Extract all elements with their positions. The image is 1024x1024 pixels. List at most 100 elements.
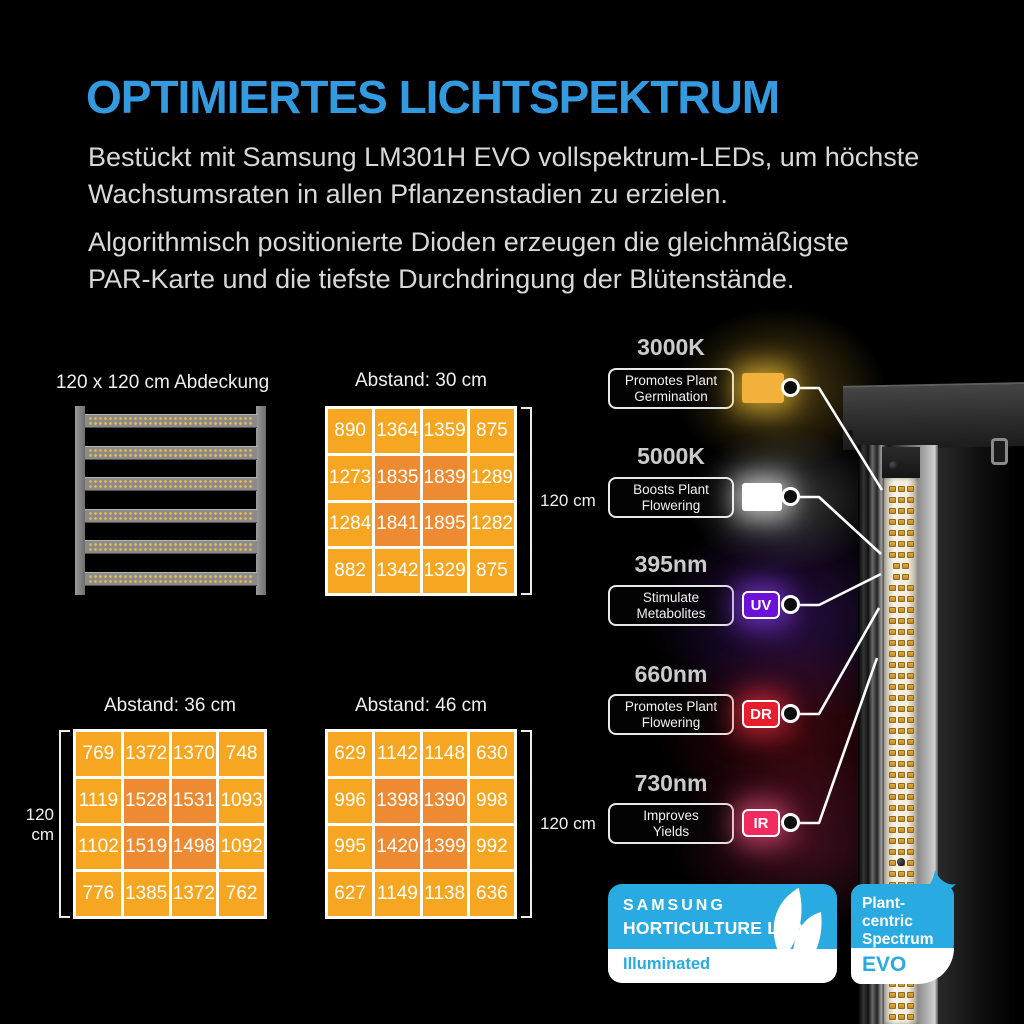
- led-chip-row: [884, 486, 918, 493]
- led-chip-row: [884, 772, 918, 779]
- led-bar: [85, 477, 257, 491]
- benefit-line: Metabolites: [636, 605, 706, 621]
- par-cell: 1372: [123, 732, 169, 776]
- led-chip-row: [884, 563, 918, 570]
- par-cell: 762: [219, 872, 264, 916]
- par-cell: 1138: [422, 872, 467, 916]
- screw-icon: [897, 858, 905, 866]
- led-chip-row: [884, 673, 918, 680]
- par-cell: 1839: [422, 455, 467, 500]
- par-cell: 995: [328, 825, 373, 870]
- par-cell: 992: [469, 825, 514, 870]
- evo-badge-line1: Plant-centric: [862, 895, 913, 930]
- badge-curl-icon: [918, 870, 956, 895]
- led-chip-row: [884, 695, 918, 702]
- chip-label: DR: [750, 705, 772, 723]
- par-cell: 1119: [76, 778, 121, 823]
- par-cell: 1273: [328, 455, 373, 500]
- intro-paragraph-2-line-1: Algorithmisch positionierte Dioden erzeu…: [88, 227, 849, 257]
- callout-box-3000k: Promotes Plant Germination: [608, 368, 734, 409]
- mount-screw: [848, 430, 853, 437]
- par-map-46-grid: 629 1142 1148 630 996 1398 1390 998 995 1420 1399 9…: [325, 729, 517, 919]
- led-chip-row: [884, 629, 918, 636]
- par-cell: 776: [76, 872, 121, 916]
- led-chip-row: [884, 607, 918, 614]
- led-chip-row: [884, 574, 918, 581]
- led-chip-row: [884, 585, 918, 592]
- samsung-horticulture-badge: SAMSUNG HORTICULTURE LED Illuminated: [608, 884, 837, 983]
- led-chip-dr: DR: [742, 700, 780, 728]
- callout-heading-5000k: 5000K: [637, 443, 705, 469]
- par-cell: 1149: [375, 872, 420, 916]
- benefit-line: Yields: [652, 823, 690, 839]
- benefit-line: Stimulate: [642, 589, 700, 605]
- par-map-30-title: Abstand: 30 cm: [354, 370, 488, 391]
- par-cell: 1142: [375, 732, 420, 776]
- par-cell: 1342: [375, 549, 420, 593]
- par-cell: 998: [469, 778, 514, 823]
- led-chip-row: [884, 651, 918, 658]
- par-cell: 875: [469, 409, 514, 453]
- callout-heading-395nm: 395nm: [634, 551, 708, 577]
- par-cell: 1390: [422, 778, 467, 823]
- fixture-led-bars: [85, 406, 257, 595]
- led-chip-5000k: [742, 483, 782, 511]
- par-map-46-title: Abstand: 46 cm: [354, 695, 488, 716]
- intro-paragraph-1-line-2: Wachstumsraten in allen Pflanzenstadien …: [88, 179, 728, 209]
- led-bar: [85, 445, 257, 460]
- par-cell: 629: [328, 732, 373, 776]
- evo-spectrum-badge: Plant-centric Spectrum EVO: [851, 870, 956, 984]
- par-cell: 996: [328, 778, 373, 823]
- connector-ring: [781, 595, 800, 614]
- intro-paragraph-2: Algorithmisch positionierte Dioden erzeu…: [88, 224, 849, 298]
- callout-heading-730nm: 730nm: [634, 770, 708, 796]
- evo-badge-line2: Spectrum: [862, 931, 934, 948]
- samsung-product-text: HORTICULTURE LED: [623, 918, 803, 938]
- intro-paragraph-2-line-2: PAR-Karte und die tiefste Durchdringung …: [88, 264, 795, 294]
- led-chip-row: [884, 706, 918, 713]
- led-chip-row: [884, 497, 918, 504]
- par-cell: 1835: [375, 455, 420, 500]
- led-chip-row: [884, 1014, 918, 1021]
- illuminated-text: Illuminated: [623, 955, 711, 973]
- connector-ring: [781, 378, 800, 397]
- screw-icon: [889, 461, 898, 470]
- led-bar: [85, 540, 257, 554]
- led-chip-row: [884, 739, 918, 746]
- par-cell: 882: [328, 549, 373, 593]
- coverage-diagram-title: 120 x 120 cm Abdeckung: [55, 372, 270, 393]
- led-chip-row: [884, 541, 918, 548]
- benefit-line: Flowering: [641, 497, 701, 513]
- led-chip-row: [884, 805, 918, 812]
- led-chip-row: [884, 838, 918, 845]
- par-cell: 1093: [219, 778, 264, 823]
- par-cell: 1284: [328, 502, 373, 547]
- par-cell: 1841: [375, 502, 420, 547]
- par-cell: 1895: [422, 502, 467, 547]
- par-cell: 1372: [171, 872, 217, 916]
- dimension-bracket: [59, 730, 70, 918]
- dimension-bracket: [521, 407, 532, 595]
- led-chip-row: [884, 717, 918, 724]
- evo-text: EVO: [862, 953, 907, 976]
- par-cell: 627: [328, 872, 373, 916]
- callout-box-730nm: Improves Yields: [608, 803, 734, 844]
- par-cell: 630: [469, 732, 514, 776]
- connector-ring: [781, 813, 800, 832]
- dimension-label: 120 cm: [540, 491, 596, 510]
- dimension-bracket: [521, 730, 532, 918]
- par-cell: 875: [469, 549, 514, 593]
- evo-badge-text: Plant-centric Spectrum: [862, 895, 954, 949]
- dimension-label: 120 cm: [540, 814, 596, 833]
- led-chip-row: [884, 530, 918, 537]
- par-cell: 1531: [171, 778, 217, 823]
- led-chip-row: [884, 761, 918, 768]
- led-chip-row: [884, 1003, 918, 1010]
- led-chip-row: [884, 827, 918, 834]
- par-cell: 1364: [375, 409, 420, 453]
- led-bar: [85, 414, 257, 428]
- par-cell: 1102: [76, 825, 121, 870]
- led-chip-uv: UV: [742, 591, 780, 619]
- callout-box-395nm: Stimulate Metabolites: [608, 585, 734, 626]
- led-chip-row: [884, 816, 918, 823]
